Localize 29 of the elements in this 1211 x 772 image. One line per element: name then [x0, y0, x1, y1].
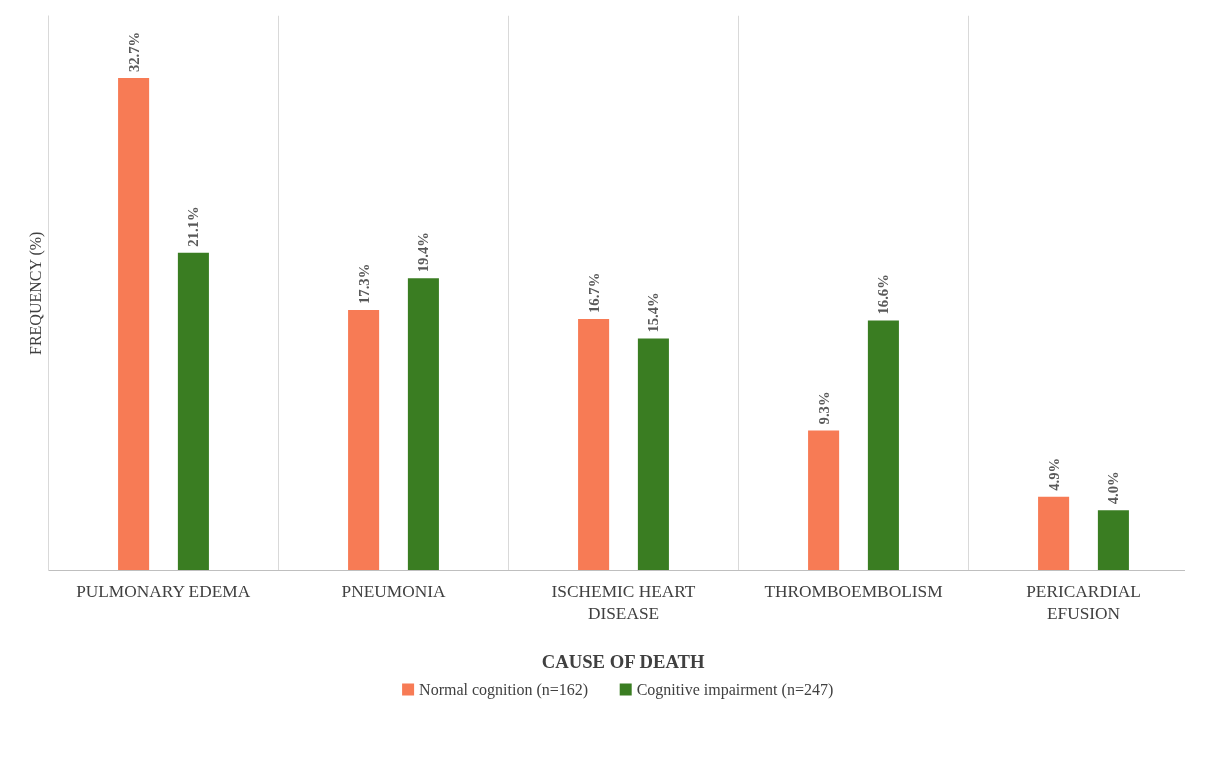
bar: [348, 309, 380, 571]
bar: [578, 319, 610, 571]
legend-label: Cognitive impairment (n=247): [636, 681, 834, 699]
bar: [808, 430, 840, 571]
data-label: 4.0%: [1105, 471, 1122, 505]
bar: [177, 252, 209, 571]
data-label: 16.7%: [585, 272, 602, 313]
x-tick-label: ISCHEMIC HEART DISEASE: [551, 581, 696, 624]
bar: [118, 78, 150, 571]
x-axis-title: CAUSE OF DEATH: [541, 651, 706, 673]
data-label: 32.7%: [125, 31, 142, 73]
x-tick-label: THROMBOEMBOLISM: [764, 581, 943, 601]
bar: [407, 278, 439, 571]
bar: [637, 338, 669, 571]
x-tick-label: PERICARDIAL EFUSION: [1026, 581, 1141, 624]
data-label: 19.4%: [415, 232, 432, 273]
data-label: 21.1%: [185, 206, 202, 247]
bar: [1038, 496, 1070, 571]
data-label: 4.9%: [1045, 457, 1062, 491]
data-label: 9.3%: [815, 391, 832, 425]
legend-label: Normal cognition (n=162): [419, 681, 589, 699]
data-label: 15.4%: [645, 292, 662, 333]
bar: [1097, 510, 1129, 571]
data-label: 16.6%: [875, 274, 892, 315]
x-tick-label: PULMONARY EDEMA: [76, 581, 251, 601]
data-label: 17.3%: [355, 263, 372, 304]
bar: [867, 320, 899, 571]
x-tick-label: PNEUMONIA: [341, 581, 446, 601]
y-axis-title: FREQUENCY (%): [26, 231, 45, 355]
